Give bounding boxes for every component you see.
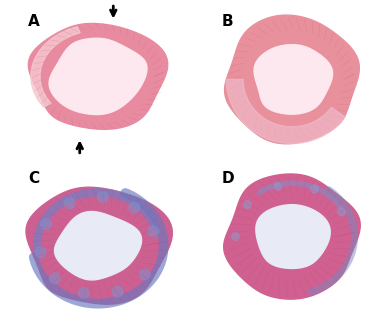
Polygon shape [26, 187, 172, 304]
Circle shape [41, 219, 51, 229]
Polygon shape [31, 27, 80, 107]
Circle shape [148, 226, 159, 237]
Polygon shape [55, 211, 142, 280]
Circle shape [78, 288, 89, 298]
Polygon shape [49, 38, 147, 114]
Circle shape [129, 202, 140, 213]
Polygon shape [225, 15, 359, 144]
Circle shape [338, 208, 345, 216]
Circle shape [244, 201, 251, 209]
Text: C: C [28, 171, 39, 186]
Text: A: A [28, 14, 40, 29]
Polygon shape [224, 174, 360, 299]
Circle shape [35, 247, 46, 258]
Polygon shape [254, 45, 333, 114]
Polygon shape [256, 205, 330, 269]
Polygon shape [28, 23, 168, 129]
Circle shape [274, 183, 282, 190]
Text: B: B [222, 14, 233, 29]
Circle shape [98, 192, 108, 203]
Text: D: D [222, 171, 234, 186]
Circle shape [232, 233, 239, 240]
Circle shape [50, 273, 60, 283]
Circle shape [112, 286, 123, 297]
Circle shape [311, 185, 318, 193]
Circle shape [64, 198, 75, 209]
Circle shape [140, 269, 150, 280]
Polygon shape [226, 79, 345, 143]
